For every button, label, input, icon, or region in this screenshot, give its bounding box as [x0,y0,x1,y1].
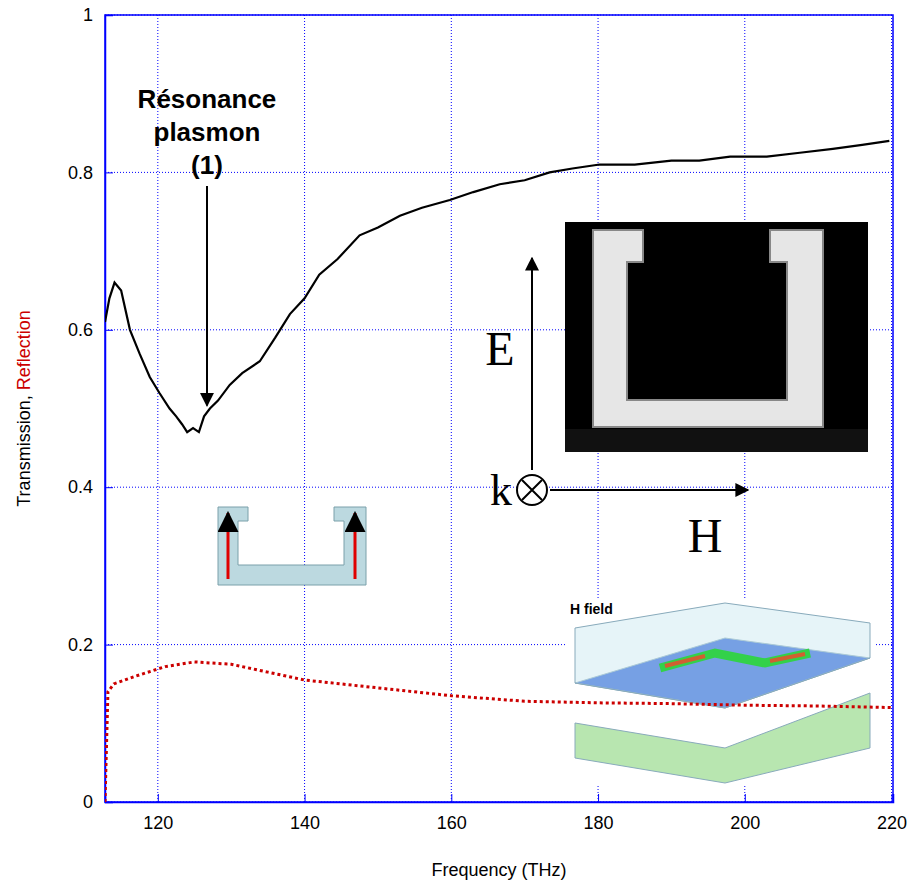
grid-line-x [891,15,892,802]
insets [218,222,875,784]
annotation: E [485,322,514,375]
current-arrow [227,513,230,579]
tick-mark [745,794,746,802]
tick-mark [158,794,159,802]
sem-image [565,222,868,452]
tick-mark [105,330,113,331]
tick: 120 [143,794,173,833]
y-axis: 0 0.2 0.4 0.6 0.8 1 [68,5,113,812]
tick-label: 200 [730,813,760,833]
annotation: k [490,466,512,515]
grid-line-y [105,172,893,173]
tick-mark [105,487,113,488]
tick: 180 [584,794,614,833]
tick-label: 120 [143,813,173,833]
x-axis-title: Frequency (THz) [431,860,566,880]
box-top [575,603,870,708]
axis-line [106,16,114,803]
tick-mark [305,794,306,802]
grid-line-x [304,15,305,802]
tick-mark [451,794,452,802]
h-field-background [565,598,875,784]
tick-label: 0.2 [68,635,93,655]
k-symbol [517,475,547,505]
tick: 0.2 [68,635,113,655]
tick-label: 220 [877,813,907,833]
tick-label: 0.4 [68,477,93,497]
field-hotspot [665,654,805,666]
tick: 0.6 [68,320,113,340]
annotation-arrow [206,186,208,406]
axis-line [106,794,894,803]
series-line [105,141,889,432]
lines [105,141,892,802]
tick: 200 [730,794,760,833]
tick-mark [105,172,113,173]
texts: Frequency (THz) Transmission, Reflection R… [14,84,722,880]
x-axis: 120 140 160 180 200 220 [106,794,908,833]
e-arrow [531,258,533,470]
tick: 220 [877,794,907,833]
tick-label: 180 [584,813,614,833]
tick-label: 1 [83,5,93,25]
tick: 140 [290,794,320,833]
y-axis-title: Transmission, Reflection [14,310,34,506]
tick-label: 160 [437,813,467,833]
tick-label: 0.8 [68,163,93,183]
current-arrow [354,513,357,579]
field-hotspot [660,653,810,668]
tick-label: 0.6 [68,320,93,340]
grid-line-x [451,15,452,802]
tick: 0.8 [68,163,113,183]
sem-background [565,222,868,452]
tick-mark [105,645,113,646]
annotation: H field [570,601,613,617]
series-line [105,662,892,802]
ring-schematic [218,507,366,585]
sem-footer [565,429,868,452]
ring-shape [218,507,366,585]
plot-frame [105,15,893,802]
chart: 120 140 160 180 200 220 0 0.2 0.4 0.6 0.8 1 Frequenc… [0,0,915,890]
k-symbol [522,480,542,500]
grid [105,15,893,802]
annotation: H [688,509,723,562]
h-arrow [550,489,748,491]
h-field-image [565,598,875,784]
tick-label: 0 [83,792,93,812]
tick-mark [598,794,599,802]
annotation: Résonanceplasmon(1) [138,84,277,180]
tick: 160 [437,794,467,833]
sem-ring [593,230,823,427]
plot: 120 140 160 180 200 220 0 0.2 0.4 0.6 0.8 1 [68,5,907,833]
tick-label: 140 [290,813,320,833]
tick: 0.4 [68,477,113,497]
